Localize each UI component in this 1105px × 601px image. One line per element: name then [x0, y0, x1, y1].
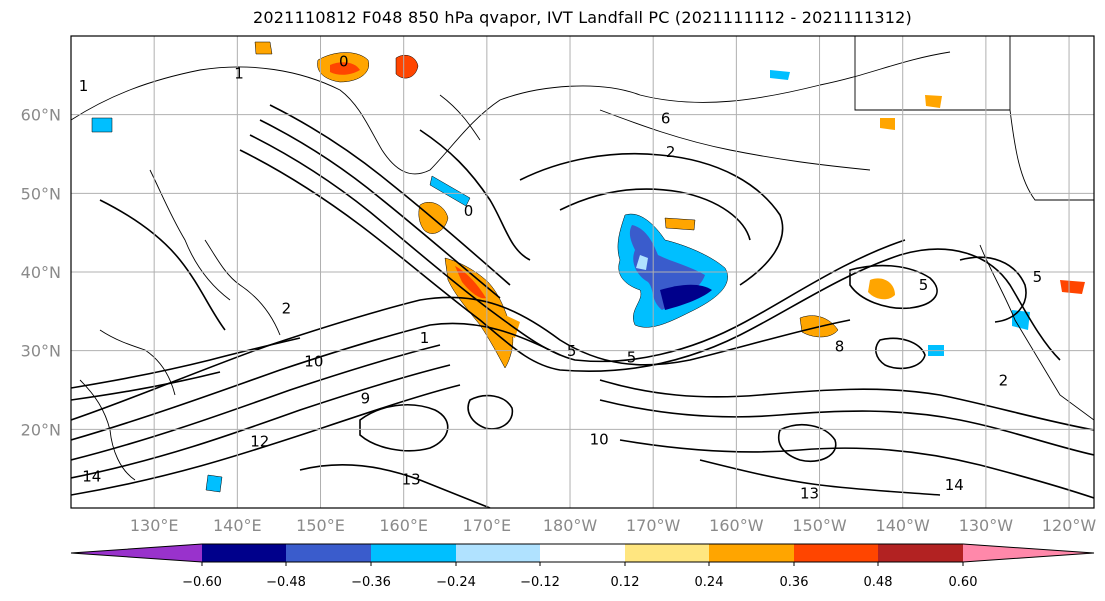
colorbar-segment	[202, 544, 286, 562]
ivt-contours	[71, 104, 1094, 508]
contour-label: 13	[402, 470, 421, 488]
contour-label: 2	[999, 371, 1009, 389]
contour-label: 14	[945, 476, 964, 494]
coastlines	[71, 36, 1094, 481]
contour-label: 1	[234, 64, 244, 82]
colorbar-segment	[878, 544, 963, 562]
lon-tick-label: 150°W	[792, 516, 847, 535]
colorbar-high-cap	[963, 544, 1094, 562]
colorbar-segment	[709, 544, 794, 562]
contour-label: 9	[361, 389, 371, 407]
lon-tick-label: 170°W	[626, 516, 681, 535]
lat-tick-label: 50°N	[21, 184, 61, 203]
lon-tick-label: 140°E	[213, 516, 262, 535]
contour-label: 10	[304, 352, 323, 370]
colorbar-segment	[540, 544, 625, 562]
colorbar-tick-label: 0.12	[611, 575, 640, 590]
colorbar-segment	[625, 544, 709, 562]
lon-tick-label: 130°W	[959, 516, 1014, 535]
contour-label: 0	[339, 53, 349, 71]
contour-label: 5	[627, 348, 637, 366]
lon-tick-label: 180°W	[543, 516, 598, 535]
colorbar-tick-label: 0.60	[949, 575, 978, 590]
lon-tick-labels: 130°E 140°E 150°E 160°E 170°E 180°W 170°W 160°W…	[130, 516, 1097, 535]
lat-tick-label: 60°N	[21, 106, 61, 125]
contour-label: 6	[661, 109, 671, 127]
lat-tick-labels: 60°N 50°N 40°N 30°N 20°N	[21, 106, 61, 440]
contour-label: 12	[250, 433, 269, 451]
lon-tick-label: 150°E	[296, 516, 345, 535]
lon-tick-label: 160°E	[379, 516, 428, 535]
contour-label: 1	[79, 77, 89, 95]
lat-tick-label: 30°N	[21, 342, 61, 361]
colorbar-tick-label: −0.60	[182, 575, 222, 590]
contour-label: 2	[282, 300, 292, 318]
colorbar-tick-label: 0.48	[864, 575, 893, 590]
contour-label: 5	[1033, 268, 1043, 286]
lon-tick-label: 170°E	[463, 516, 512, 535]
colorbar-tick-label: −0.36	[351, 575, 391, 590]
colorbar-labels: −0.60 −0.48 −0.36 −0.24 −0.12 0.12 0.24 0.36 0.4…	[182, 562, 977, 590]
contour-label: 13	[800, 485, 819, 503]
colorbar-segment	[371, 544, 456, 562]
colorbar-tick-label: 0.24	[695, 575, 724, 590]
map-frame	[70, 35, 1095, 509]
colorbar-tick-label: −0.12	[520, 575, 560, 590]
lat-tick-label: 40°N	[21, 263, 61, 282]
contour-label: 2	[666, 143, 676, 161]
colorbar-segment	[286, 544, 371, 562]
contour-label: 5	[919, 276, 929, 294]
contour-label: 5	[567, 342, 577, 360]
contour-label: 10	[590, 430, 609, 448]
colorbar-tick-label: 0.36	[780, 575, 809, 590]
contour-label: 14	[82, 467, 101, 485]
lon-tick-label: 130°E	[130, 516, 179, 535]
gridlines	[71, 36, 1094, 508]
contour-label: 1	[420, 329, 430, 347]
lon-tick-label: 160°W	[709, 516, 764, 535]
contour-label: 8	[835, 337, 845, 355]
colorbar-low-cap	[71, 544, 202, 562]
colorbar-tick-label: −0.24	[436, 575, 476, 590]
colorbar	[70, 543, 1095, 563]
lon-tick-label: 120°W	[1042, 516, 1097, 535]
colorbar-tick-label: −0.48	[266, 575, 306, 590]
contour-labels: 0 1 1 6 2 0 5 2 5 5 10 1 8 2 13 14 10 9 12 14 13 5	[79, 53, 1043, 503]
colorbar-segment	[456, 544, 540, 562]
map-title: 2021110812 F048 850 hPa qvapor, IVT Land…	[253, 8, 912, 27]
contour-label: 0	[464, 202, 474, 220]
colorbar-segment	[794, 544, 878, 562]
lon-tick-label: 140°W	[876, 516, 931, 535]
lat-tick-label: 20°N	[21, 420, 61, 439]
